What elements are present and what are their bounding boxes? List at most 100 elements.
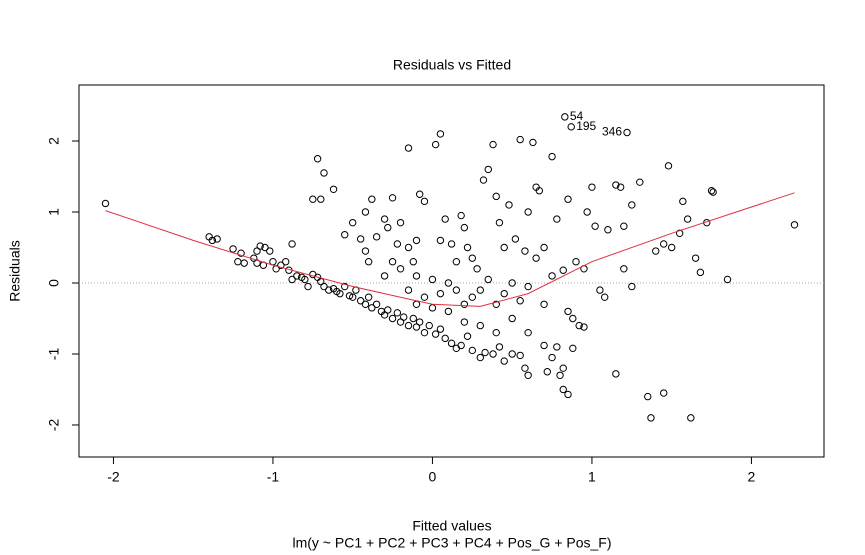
point bbox=[559, 385, 567, 394]
point bbox=[553, 343, 561, 351]
point bbox=[447, 339, 456, 348]
point bbox=[616, 183, 625, 191]
point bbox=[623, 128, 631, 137]
point bbox=[569, 344, 577, 353]
point bbox=[234, 258, 242, 266]
point-label: 54 bbox=[570, 109, 584, 123]
x-tick-label: -2 bbox=[107, 469, 120, 485]
y-tick-label: 2 bbox=[46, 137, 62, 145]
point bbox=[559, 266, 567, 274]
point bbox=[495, 218, 504, 227]
point bbox=[431, 140, 440, 149]
point bbox=[707, 187, 716, 195]
point bbox=[404, 286, 413, 294]
point bbox=[468, 254, 477, 262]
point bbox=[341, 231, 349, 239]
point bbox=[516, 351, 524, 360]
point bbox=[364, 258, 373, 266]
point bbox=[481, 348, 489, 357]
point bbox=[790, 221, 799, 229]
point bbox=[664, 162, 673, 170]
point bbox=[612, 181, 620, 189]
point bbox=[368, 195, 376, 203]
point bbox=[261, 243, 269, 252]
point bbox=[540, 341, 548, 350]
point bbox=[425, 321, 433, 330]
point bbox=[436, 289, 445, 298]
point bbox=[564, 195, 572, 203]
point bbox=[320, 169, 328, 177]
point bbox=[492, 300, 500, 308]
point bbox=[492, 328, 500, 337]
subtitle: lm(y ~ PC1 + PC2 + PC3 + PC4 + Pos_G + P… bbox=[292, 535, 611, 551]
point bbox=[580, 323, 588, 331]
point bbox=[463, 332, 472, 340]
point bbox=[436, 130, 445, 138]
x-tick-label: 0 bbox=[429, 469, 437, 485]
point bbox=[460, 318, 469, 326]
point bbox=[521, 247, 529, 255]
point bbox=[415, 190, 424, 198]
point bbox=[452, 344, 461, 353]
point bbox=[591, 222, 599, 230]
point bbox=[409, 314, 418, 323]
point bbox=[667, 243, 676, 252]
point bbox=[320, 282, 328, 291]
point bbox=[317, 195, 325, 203]
point bbox=[101, 199, 110, 208]
point bbox=[412, 236, 421, 245]
point bbox=[529, 138, 537, 147]
point bbox=[266, 247, 274, 255]
smooth-line bbox=[105, 192, 795, 307]
point bbox=[288, 240, 296, 248]
plot-frame bbox=[78, 84, 825, 458]
point bbox=[535, 187, 544, 195]
point bbox=[412, 300, 421, 308]
point bbox=[564, 390, 572, 399]
point bbox=[348, 218, 357, 227]
point bbox=[441, 334, 449, 343]
point bbox=[489, 140, 497, 149]
point bbox=[313, 155, 322, 163]
point bbox=[301, 275, 309, 284]
point bbox=[436, 236, 445, 245]
point bbox=[460, 300, 469, 308]
point bbox=[628, 282, 636, 291]
point bbox=[329, 185, 338, 193]
point bbox=[628, 201, 636, 209]
point bbox=[341, 282, 349, 291]
point bbox=[356, 297, 365, 305]
point bbox=[524, 328, 532, 337]
point bbox=[588, 183, 596, 191]
point bbox=[647, 414, 655, 422]
point bbox=[256, 242, 264, 250]
point bbox=[368, 304, 376, 312]
point bbox=[620, 265, 628, 273]
point bbox=[361, 300, 370, 308]
point bbox=[420, 197, 429, 206]
point bbox=[393, 309, 402, 317]
y-tick-label: -2 bbox=[46, 419, 62, 432]
point bbox=[452, 258, 461, 266]
point bbox=[476, 286, 484, 294]
point bbox=[476, 353, 484, 362]
chart-title: Residuals vs Fitted bbox=[393, 57, 511, 73]
point bbox=[436, 325, 445, 333]
point bbox=[431, 330, 440, 338]
point bbox=[277, 261, 285, 269]
point bbox=[508, 279, 516, 287]
point bbox=[404, 243, 413, 252]
point bbox=[361, 247, 370, 255]
point bbox=[428, 275, 437, 284]
point bbox=[687, 414, 695, 422]
point bbox=[508, 350, 516, 358]
point bbox=[660, 389, 668, 397]
point bbox=[561, 113, 569, 121]
point bbox=[372, 233, 381, 241]
point bbox=[412, 272, 421, 280]
point bbox=[444, 307, 453, 316]
point bbox=[468, 293, 477, 301]
point bbox=[361, 208, 370, 216]
